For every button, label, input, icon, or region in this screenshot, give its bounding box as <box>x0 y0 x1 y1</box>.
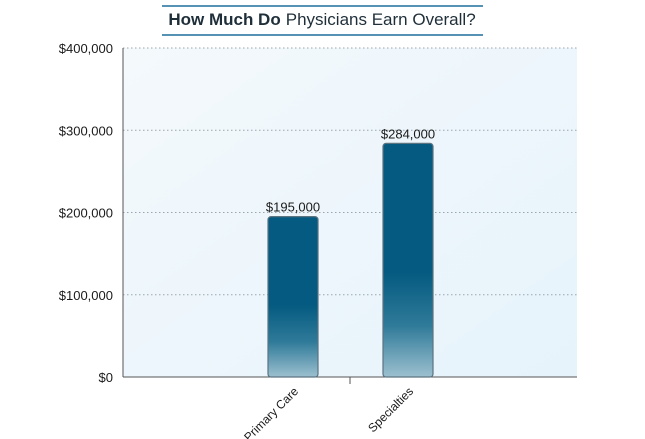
data-label: $195,000 <box>266 200 320 215</box>
x-category-label: Specialties <box>365 384 416 435</box>
y-tick-label: $0 <box>99 370 113 385</box>
y-tick-label: $100,000 <box>59 288 113 303</box>
plot-area <box>123 48 577 377</box>
x-axis-category-labels: Primary Care Specialties <box>241 384 416 439</box>
y-tick-label: $400,000 <box>59 41 113 56</box>
y-tick-label: $200,000 <box>59 206 113 221</box>
bar-primary-care <box>267 216 319 378</box>
data-label: $284,000 <box>381 126 435 141</box>
data-labels: $195,000 $284,000 <box>266 126 435 214</box>
chart-title: How Much Do Physicians Earn Overall? <box>168 10 475 29</box>
y-tick-label: $300,000 <box>59 123 113 138</box>
x-category-label: Primary Care <box>241 384 301 439</box>
chart-title-bold: How Much Do <box>168 10 280 29</box>
bars <box>267 142 434 378</box>
bar-specialties <box>382 142 434 378</box>
y-axis-tick-labels: $0 $100,000 $200,000 $300,000 $400,000 <box>59 41 113 385</box>
chart-title-regular: Physicians Earn Overall? <box>286 10 476 29</box>
